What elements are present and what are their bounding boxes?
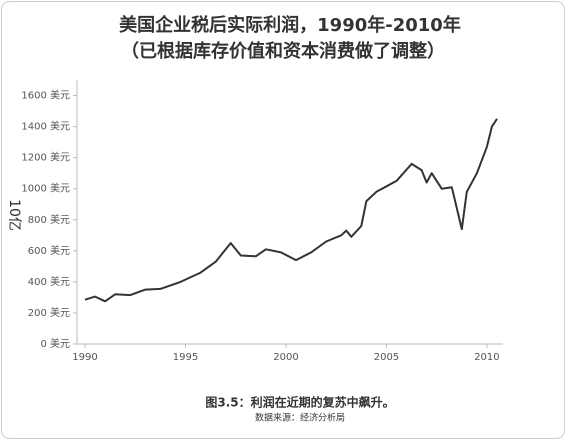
source: 数据来源：经济分析局	[255, 412, 345, 424]
chart-title: 美国企业税后实际利润，1990年-2010年	[119, 14, 461, 36]
y-axis-label: 10亿	[6, 199, 22, 231]
x-tick-label: 2000	[273, 352, 298, 363]
x-tick-label: 1995	[173, 352, 198, 363]
y-tick-label: 800 美元	[28, 213, 70, 226]
y-tick-label: 1600 美元	[21, 89, 70, 102]
y-tick-label: 0 美元	[40, 337, 70, 350]
chart-subtitle: （已根据库存价值和资本消费做了调整）	[121, 40, 445, 62]
line	[84, 118, 498, 303]
y-tick-label: 1000 美元	[21, 182, 70, 195]
x-tick-label: 2010	[474, 352, 499, 363]
x-tick-label: 1990	[72, 352, 97, 363]
caption: 图3.5：利润在近期的复苏中飙升。	[205, 395, 394, 410]
y-tick-label: 1200 美元	[21, 151, 70, 164]
x-tick-label: 2005	[374, 352, 399, 363]
y-tick-label: 200 美元	[28, 306, 70, 319]
y-tick-label: 1400 美元	[21, 120, 70, 133]
y-tick-label: 600 美元	[28, 244, 70, 257]
y-tick-label: 400 美元	[28, 275, 70, 288]
